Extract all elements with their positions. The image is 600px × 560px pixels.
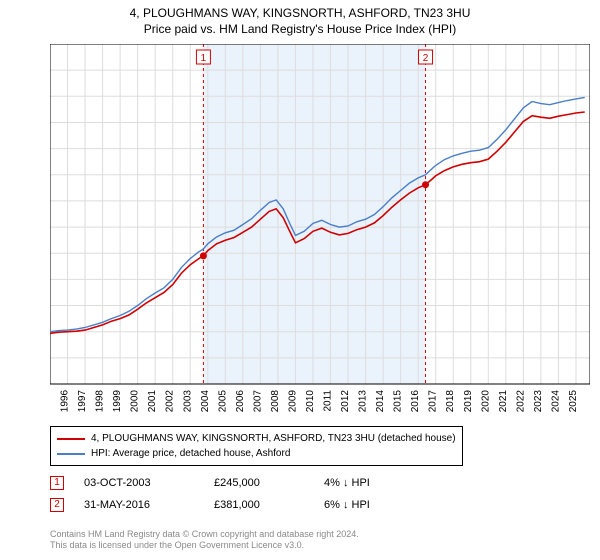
marker-date: 31-MAY-2016	[84, 499, 194, 511]
footer-line2: This data is licensed under the Open Gov…	[50, 540, 359, 552]
svg-text:2023: 2023	[533, 390, 544, 413]
svg-text:2004: 2004	[200, 390, 211, 413]
legend-label: 4, PLOUGHMANS WAY, KINGSNORTH, ASHFORD, …	[91, 431, 456, 446]
legend-swatch	[57, 453, 85, 455]
marker-price: £381,000	[214, 499, 304, 511]
legend-swatch	[57, 438, 85, 440]
sale-markers-table: 1 03-OCT-2003 £245,000 4% ↓ HPI 2 31-MAY-2016…	[50, 472, 414, 516]
svg-text:2024: 2024	[550, 390, 561, 413]
svg-text:2015: 2015	[393, 390, 404, 413]
price-chart: £0£50K£100K£150K£200K£250K£300K£350K£400…	[50, 44, 590, 414]
marker-badge: 1	[50, 476, 64, 490]
svg-text:2007: 2007	[252, 390, 263, 413]
svg-text:2012: 2012	[340, 390, 351, 413]
svg-text:2021: 2021	[498, 390, 509, 413]
svg-text:2: 2	[423, 53, 429, 64]
svg-text:2018: 2018	[445, 390, 456, 413]
svg-text:2019: 2019	[463, 390, 474, 413]
marker-hpi-delta: 6% ↓ HPI	[324, 499, 414, 511]
svg-text:2008: 2008	[270, 390, 281, 413]
svg-text:1: 1	[201, 53, 207, 64]
svg-text:1997: 1997	[77, 390, 88, 413]
svg-text:2017: 2017	[428, 390, 439, 413]
chart-svg: £0£50K£100K£150K£200K£250K£300K£350K£400…	[50, 44, 590, 414]
footer-attribution: Contains HM Land Registry data © Crown c…	[50, 529, 359, 552]
svg-text:2022: 2022	[515, 390, 526, 413]
svg-text:2003: 2003	[182, 390, 193, 413]
svg-text:2001: 2001	[147, 390, 158, 413]
marker-hpi-delta: 4% ↓ HPI	[324, 477, 414, 489]
marker-price: £245,000	[214, 477, 304, 489]
svg-text:2005: 2005	[217, 390, 228, 413]
svg-text:2013: 2013	[358, 390, 369, 413]
svg-text:1998: 1998	[95, 390, 106, 413]
svg-text:2010: 2010	[305, 390, 316, 413]
svg-text:2014: 2014	[375, 390, 386, 413]
legend-label: HPI: Average price, detached house, Ashf…	[91, 446, 290, 461]
svg-text:2000: 2000	[130, 390, 141, 413]
svg-text:2016: 2016	[410, 390, 421, 413]
svg-text:2002: 2002	[165, 390, 176, 413]
legend-item: 4, PLOUGHMANS WAY, KINGSNORTH, ASHFORD, …	[57, 431, 456, 446]
sale-marker-row: 1 03-OCT-2003 £245,000 4% ↓ HPI	[50, 472, 414, 494]
marker-badge: 2	[50, 498, 64, 512]
svg-text:1999: 1999	[112, 390, 123, 413]
svg-text:1995: 1995	[50, 390, 53, 413]
footer-line1: Contains HM Land Registry data © Crown c…	[50, 529, 359, 541]
chart-title-address: 4, PLOUGHMANS WAY, KINGSNORTH, ASHFORD, …	[0, 0, 600, 20]
legend: 4, PLOUGHMANS WAY, KINGSNORTH, ASHFORD, …	[50, 426, 463, 466]
sale-marker-row: 2 31-MAY-2016 £381,000 6% ↓ HPI	[50, 494, 414, 516]
svg-text:2009: 2009	[287, 390, 298, 413]
svg-text:2020: 2020	[480, 390, 491, 413]
chart-title-subtitle: Price paid vs. HM Land Registry's House …	[0, 20, 600, 40]
svg-text:2011: 2011	[323, 390, 334, 412]
svg-text:2006: 2006	[235, 390, 246, 413]
svg-text:1996: 1996	[60, 390, 71, 413]
legend-item: HPI: Average price, detached house, Ashf…	[57, 446, 456, 461]
marker-date: 03-OCT-2003	[84, 477, 194, 489]
svg-text:2025: 2025	[568, 390, 579, 413]
